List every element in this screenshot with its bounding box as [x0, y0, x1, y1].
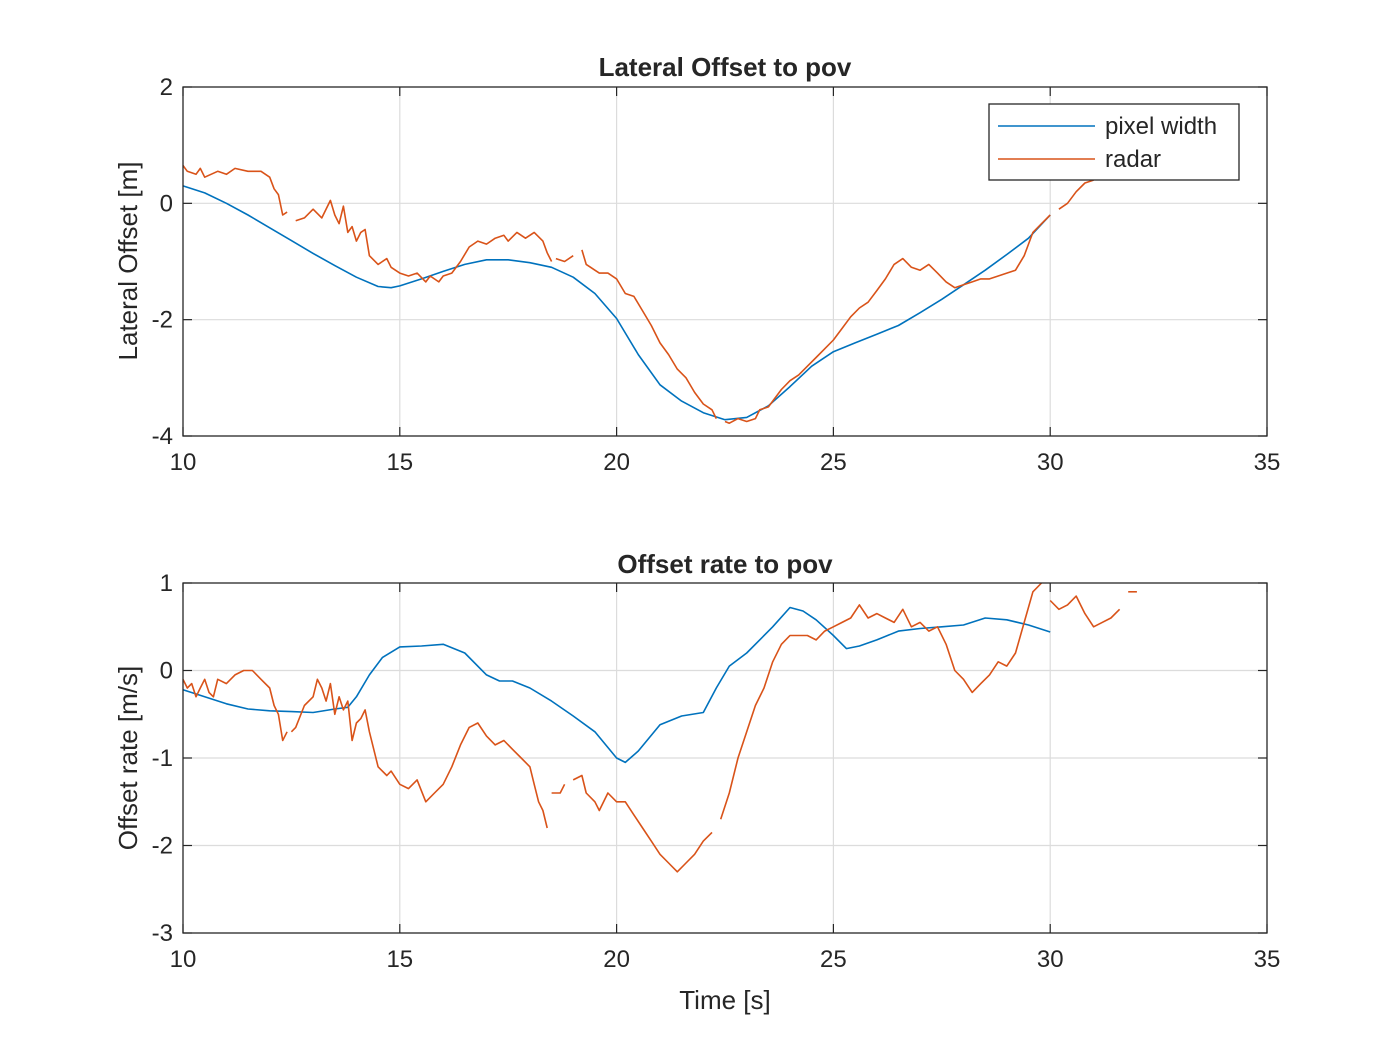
legend-box: [988, 103, 1240, 181]
x-tick-label: 30: [1037, 946, 1064, 973]
x-tick-label: 10: [170, 946, 197, 973]
series-line-pixel-width: [182, 185, 1051, 421]
series-line-radar: [1049, 595, 1121, 628]
series-line-radar: [182, 669, 288, 742]
y-axis-label: Lateral Offset [m]: [113, 162, 143, 361]
chart-title: Offset rate to pov: [617, 549, 833, 579]
series-line-radar: [719, 582, 1043, 820]
y-tick-label: -1: [152, 745, 173, 772]
x-tick-label: 30: [1037, 449, 1064, 476]
y-tick-label: 0: [160, 190, 173, 217]
legend-label-radar: radar: [1105, 146, 1161, 173]
y-tick-label: 1: [160, 570, 173, 597]
series-group: [182, 582, 1137, 873]
x-tick-label: 10: [170, 449, 197, 476]
series-line-radar: [551, 783, 566, 794]
series-line-radar: [295, 199, 553, 283]
axes-box: [182, 86, 1268, 437]
x-tick-label: 35: [1254, 946, 1281, 973]
y-tick-label: 2: [160, 74, 173, 101]
x-axis-label: Time [s]: [679, 985, 770, 1015]
series-line-radar: [572, 774, 713, 873]
y-tick-label: -4: [152, 423, 173, 450]
y-tick-label: 0: [160, 658, 173, 685]
y-tick-label: -2: [152, 307, 173, 334]
series-line-radar: [290, 678, 548, 829]
series-line-radar: [581, 249, 718, 419]
x-tick-label: 35: [1254, 449, 1281, 476]
y-tick-label: -3: [152, 920, 173, 947]
series-line-radar: [555, 255, 574, 263]
x-tick-label: 20: [603, 449, 630, 476]
legend: pixel width radar: [988, 103, 1240, 181]
series-line-radar: [724, 214, 1051, 424]
x-tick-label: 15: [386, 946, 413, 973]
x-tick-label: 20: [603, 946, 630, 973]
chart-title: Lateral Offset to pov: [599, 52, 852, 82]
y-tick-label: -2: [152, 833, 173, 860]
legend-label-pixel-width: pixel width: [1105, 113, 1217, 140]
y-axis-label: Offset rate [m/s]: [113, 666, 143, 850]
x-tick-label: 25: [820, 449, 847, 476]
grid: [183, 583, 1267, 933]
series-line-radar: [1058, 179, 1094, 210]
series-line-radar: [182, 165, 288, 216]
series-group: [182, 165, 1094, 424]
x-tick-label: 15: [386, 449, 413, 476]
x-tick-label: 25: [820, 946, 847, 973]
